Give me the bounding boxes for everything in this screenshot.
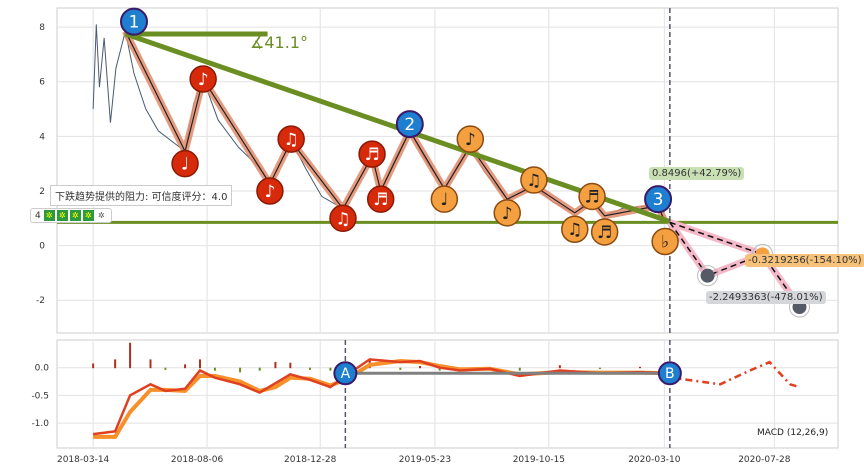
macd-histogram-bar: [114, 359, 117, 369]
macd-histogram-bar: [149, 359, 152, 369]
note-symbol: ♬: [364, 145, 379, 165]
macd-marker: [333, 361, 358, 386]
score-value: 4: [35, 210, 41, 221]
note-symbol: ♬: [584, 187, 599, 207]
number-marker-label: 3: [653, 190, 664, 210]
x-tick-label: 2018-03-14: [57, 455, 110, 465]
macd-histogram-bar: [518, 367, 521, 371]
note-marker: [189, 65, 217, 93]
macd-histogram-bar: [598, 367, 601, 370]
y-tick-label: 2: [39, 187, 45, 197]
macd-y-tick-label: -1.0: [31, 419, 49, 429]
macd-histogram-bar: [289, 362, 292, 369]
macd-marker-label: A: [341, 366, 351, 382]
x-tick-label: 2020-03-10: [628, 455, 681, 465]
note-marker: [520, 166, 548, 194]
macd-y-tick-label: 0.0: [35, 364, 50, 374]
note-marker: [171, 149, 199, 178]
note-marker: [493, 199, 521, 227]
note-symbol: ♫: [567, 220, 582, 240]
macd-histogram-bar: [92, 363, 95, 369]
note-marker: [651, 227, 679, 256]
macd-histogram-bar: [213, 367, 216, 371]
annotation-target-3: -2.2493363(-478.01%): [706, 291, 826, 304]
note-symbol: ♩: [440, 190, 448, 210]
macd-histogram-bar: [239, 367, 242, 373]
projection-line-alt: [669, 221, 763, 256]
y-tick-label: -2: [36, 296, 45, 306]
tooltip: 下跌趋势提供的阻力: 可信度评分：4.0: [50, 185, 233, 206]
macd-title: MACD (12,26,9): [757, 428, 829, 438]
number-marker-label: 2: [404, 115, 415, 135]
note-marker: [456, 125, 485, 153]
macd-histogram-bar: [399, 367, 402, 370]
note-symbol: ♬: [373, 190, 388, 210]
angle-label: ∡41.1°: [250, 33, 308, 52]
projection-line: [669, 221, 801, 308]
note-marker: [329, 204, 357, 233]
macd-histogram-bar: [184, 364, 187, 369]
x-tick-label: 2019-05-23: [399, 455, 451, 465]
score-star-icon: ✲: [69, 210, 81, 221]
macd-histogram-bar: [274, 361, 277, 369]
x-tick-label: 2019-10-15: [513, 455, 565, 465]
y-tick-label: 8: [39, 23, 45, 33]
y-tick-label: 4: [39, 132, 45, 142]
y-tick-label: 0: [39, 242, 45, 252]
macd-histogram-bar: [558, 365, 561, 369]
macd-panel: [56, 339, 839, 449]
x-tick-label: 2018-08-06: [171, 455, 224, 465]
note-symbol: ♪: [264, 182, 275, 202]
note-symbol: ♩: [181, 155, 189, 175]
note-marker: [256, 177, 284, 205]
macd-histogram-bar: [258, 367, 261, 371]
macd-marker: [657, 361, 682, 386]
score-star-icon: ✲: [56, 210, 68, 221]
note-marker: [590, 218, 619, 246]
note-symbol: ♪: [465, 130, 476, 150]
score-icons: ✲ ✲ ✲ ✲ ✲: [43, 210, 107, 221]
score-star-icon: ✲: [43, 210, 55, 221]
macd-histogram-bar: [199, 359, 201, 369]
note-marker: [578, 182, 606, 211]
macd-histogram-bar: [309, 367, 311, 370]
note-symbol: ♫: [335, 209, 350, 229]
macd-histogram-bar: [639, 366, 641, 369]
x-tick-label: 2018-12-28: [284, 455, 337, 465]
score-star-icon: ✲: [95, 210, 107, 221]
number-marker: [644, 185, 673, 214]
macd-dif-line: [92, 358, 670, 436]
score-box: 4 ✲ ✲ ✲ ✲ ✲: [30, 208, 112, 223]
number-marker-label: 1: [129, 13, 140, 33]
note-symbol: ♪: [198, 70, 209, 90]
projection-point: [700, 268, 715, 283]
macd-marker-label: B: [665, 366, 675, 382]
note-symbol: ♫: [526, 171, 541, 191]
note-marker: [358, 140, 386, 168]
note-marker: [561, 215, 589, 243]
y-tick-label: 6: [39, 78, 45, 88]
macd-histogram-bar: [419, 366, 421, 369]
macd-histogram-bar: [329, 367, 332, 371]
annotation-target-1: 0.8496(+42.79%): [649, 167, 745, 180]
macd-histogram-bar: [129, 342, 132, 369]
projection-halo: [697, 265, 719, 287]
macd-histogram-bar: [438, 367, 441, 371]
macd-histogram-bar: [164, 367, 167, 370]
note-marker: [366, 185, 395, 213]
note-symbol: ♬: [597, 223, 612, 243]
score-star-icon: ✲: [82, 210, 94, 221]
number-marker: [395, 110, 424, 139]
x-tick-label: 2020-07-28: [738, 455, 791, 465]
annotation-target-2: -0.3219256(-154.10%): [745, 254, 864, 267]
note-symbol: ♫: [284, 130, 299, 150]
note-marker: [277, 125, 305, 153]
note-symbol: ♪: [502, 204, 513, 224]
note-marker: [430, 185, 459, 213]
note-symbol: ♭: [661, 233, 669, 253]
macd-y-tick-label: -0.5: [31, 391, 49, 401]
number-marker: [120, 7, 148, 36]
